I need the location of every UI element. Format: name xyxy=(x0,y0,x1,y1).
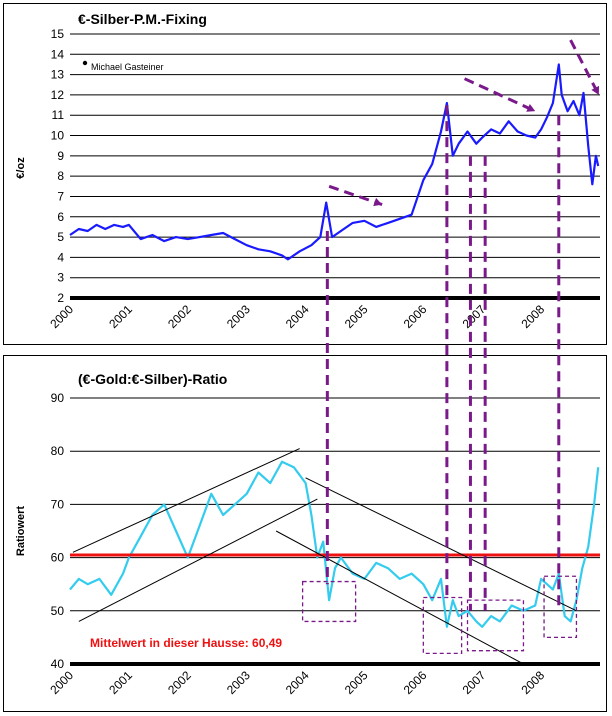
silver-x-tick-label: 2005 xyxy=(342,302,371,331)
trend-arrow-line xyxy=(328,184,383,207)
credit-bullet-icon xyxy=(82,60,88,66)
silver-y-tick-label: 2 xyxy=(57,291,64,305)
ratio-chart-ylabel: Ratiowert xyxy=(15,506,27,556)
ratio-x-tick-label: 2005 xyxy=(342,668,371,697)
trend-channel-line xyxy=(275,530,524,665)
trend-arrow-head-icon xyxy=(526,103,536,112)
silver-y-tick-label: 10 xyxy=(51,129,65,143)
ratio-x-tick-label: 2006 xyxy=(401,668,430,697)
ratio-y-tick-label: 60 xyxy=(51,551,65,565)
silver-y-tick-label: 3 xyxy=(57,271,64,285)
ratio-x-tick-label: 2008 xyxy=(518,668,547,697)
silver-y-tick-label: 13 xyxy=(51,68,65,82)
trend-channel-line xyxy=(72,448,300,553)
silver-y-tick-label: 11 xyxy=(52,108,65,122)
silver-x-tick-label: 2001 xyxy=(106,302,135,331)
trend-arrow-line xyxy=(569,39,601,96)
silver-x-tick-label: 2004 xyxy=(283,302,312,331)
ratio-chart: (€-Gold:€-Silber)-Ratio Ratiowert Mittel… xyxy=(15,371,600,697)
silver-x-tick-label: 2000 xyxy=(47,302,76,331)
ratio-y-tick-label: 50 xyxy=(51,604,65,618)
silver-y-tick-label: 12 xyxy=(51,88,65,102)
silver-y-tick-label: 15 xyxy=(51,27,65,41)
ratio-x-tick-label: 2004 xyxy=(283,668,312,697)
ratio-x-tick-label: 2001 xyxy=(106,668,135,697)
ratio-chart-title: (€-Gold:€-Silber)-Ratio xyxy=(78,371,227,387)
trend-channel-line xyxy=(305,477,577,612)
silver-chart-title: €-Silber-P.M.-Fixing xyxy=(78,11,207,27)
trend-arrow-head-icon xyxy=(591,85,600,95)
silver-series-line xyxy=(69,63,600,261)
ratio-x-tick-label: 2000 xyxy=(47,668,76,697)
silver-y-tick-label: 7 xyxy=(57,189,64,203)
silver-y-tick-label: 9 xyxy=(57,149,64,163)
ratio-x-tick-label: 2002 xyxy=(165,668,194,697)
silver-chart-ylabel: €/oz xyxy=(15,157,27,179)
highlight-box xyxy=(466,599,525,652)
ratio-y-tick-label: 90 xyxy=(51,391,65,405)
silver-x-tick-label: 2002 xyxy=(165,302,194,331)
silver-y-tick-label: 6 xyxy=(57,210,64,224)
silver-chart: €-Silber-P.M.-Fixing €/oz Michael Gastei… xyxy=(15,11,601,331)
trend-arrow-line xyxy=(463,77,536,113)
silver-y-tick-label: 14 xyxy=(51,47,65,61)
mean-value-label: Mittelwert in dieser Hausse: 60,49 xyxy=(90,636,282,650)
trend-channel-line xyxy=(78,498,318,622)
silver-x-tick-label: 2008 xyxy=(518,302,547,331)
ratio-x-tick-label: 2007 xyxy=(460,668,489,697)
ratio-x-tick-label: 2003 xyxy=(224,668,253,697)
silver-x-tick-label: 2003 xyxy=(224,302,253,331)
silver-y-tick-label: 5 xyxy=(57,230,64,244)
gold-silver-ratio-panel xyxy=(3,355,607,712)
silver-y-tick-label: 4 xyxy=(57,250,64,264)
ratio-series-line xyxy=(69,460,600,628)
ratio-y-tick-label: 70 xyxy=(51,497,65,511)
silver-chart-credit: Michael Gasteiner xyxy=(91,62,164,72)
highlight-box xyxy=(301,580,357,623)
highlight-box xyxy=(543,575,578,639)
highlight-box xyxy=(422,596,463,655)
silver-x-tick-label: 2006 xyxy=(401,302,430,331)
trend-arrow-head-icon xyxy=(373,197,383,207)
silver-y-tick-label: 8 xyxy=(57,169,64,183)
ratio-y-tick-label: 80 xyxy=(51,444,65,458)
ratio-y-tick-label: 40 xyxy=(51,657,65,671)
silver-fixing-panel xyxy=(3,3,607,345)
